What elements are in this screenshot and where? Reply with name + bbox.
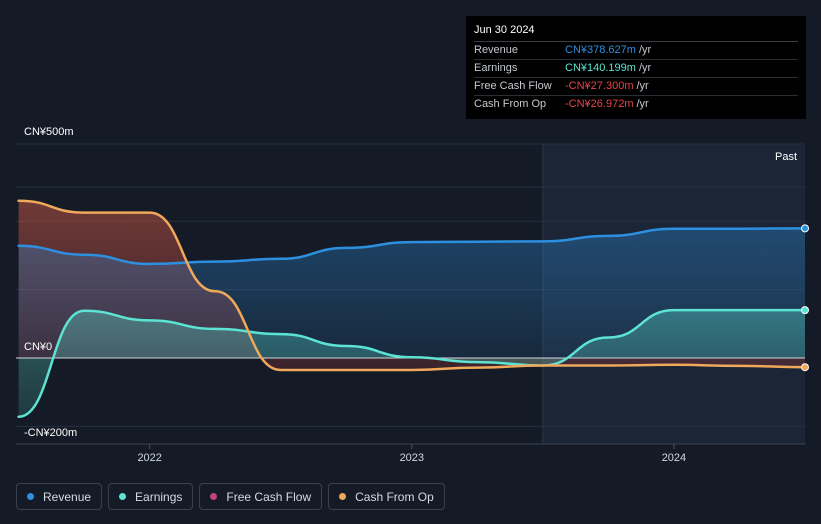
x-tick-label: 2024: [662, 452, 686, 464]
tooltip-label: Cash From Op: [474, 98, 547, 110]
cash-from-op-end-point: [801, 363, 809, 372]
tooltip-value: -CN¥26.972m: [565, 98, 634, 110]
tooltip-row-earnings: Earnings CN¥140.199m /yr: [474, 60, 798, 78]
legend-item-revenue[interactable]: Revenue: [16, 483, 103, 510]
cash-from-op-dot-icon: [339, 493, 347, 500]
legend: Revenue Earnings Free Cash Flow Cash Fro…: [16, 483, 445, 510]
earnings-area: [18, 310, 805, 417]
legend-item-free-cash-flow[interactable]: Free Cash Flow: [199, 483, 323, 510]
legend-item-cash-from-op[interactable]: Cash From Op: [328, 483, 445, 510]
tooltip-value: -CN¥27.300m: [565, 80, 634, 92]
tooltip-unit: /yr: [636, 98, 649, 110]
legend-label: Revenue: [43, 489, 92, 504]
tooltip-value: CN¥140.199m: [565, 62, 636, 74]
earnings-end-point: [801, 306, 809, 315]
legend-label: Earnings: [135, 489, 183, 504]
y-axis-label: -CN¥200m: [24, 427, 77, 439]
free-cash-flow-dot-icon: [210, 493, 218, 500]
revenue-end-point: [801, 224, 809, 233]
earnings-dot-icon: [119, 493, 127, 500]
tooltip-label: Earnings: [474, 62, 518, 74]
tooltip-unit: /yr: [638, 44, 652, 56]
tooltip-row-free-cash-flow: Free Cash Flow -CN¥27.300m /yr: [474, 78, 798, 96]
tooltip-row-revenue: Revenue CN¥378.627m /yr: [474, 42, 798, 60]
revenue-line: [17, 227, 805, 266]
revenue-dot-icon: [27, 493, 34, 500]
x-tick-label: 2022: [137, 452, 161, 464]
y-axis-label: CN¥0: [24, 341, 52, 353]
earnings-line: [17, 308, 805, 419]
revenue-area: [18, 228, 805, 358]
y-axis-label: CN¥500m: [24, 126, 74, 138]
legend-label: Free Cash Flow: [226, 489, 312, 504]
cash-from-op-line: [17, 199, 805, 372]
tooltip-label: Revenue: [474, 44, 519, 56]
past-label: Past: [775, 151, 797, 163]
tooltip-unit: /yr: [638, 62, 652, 74]
tooltip-date: Jun 30 2024: [474, 23, 798, 42]
tooltip-value: CN¥378.627m: [565, 44, 636, 56]
tooltip-unit: /yr: [636, 80, 649, 92]
tooltip-label: Free Cash Flow: [474, 80, 552, 92]
tooltip: Jun 30 2024 Revenue CN¥378.627m /yr Earn…: [466, 16, 806, 119]
legend-item-earnings[interactable]: Earnings: [108, 483, 194, 510]
tooltip-row-cash-from-op: Cash From Op -CN¥26.972m /yr: [474, 96, 798, 113]
legend-label: Cash From Op: [355, 489, 434, 504]
x-tick-label: 2023: [400, 452, 424, 464]
